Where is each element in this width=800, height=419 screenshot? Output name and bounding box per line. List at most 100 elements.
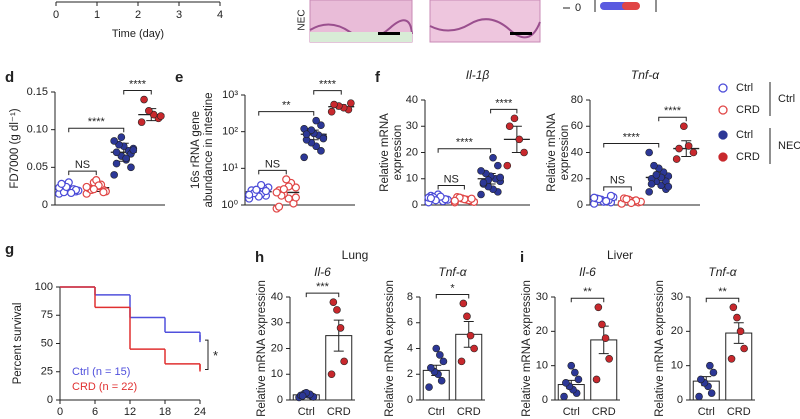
data-point [432, 344, 441, 353]
significance-label: * [213, 348, 218, 363]
x-tick-label: 12 [124, 406, 136, 418]
y-tick-label: 30 [536, 291, 548, 303]
y-axis-label: Relative mRNA expression [256, 280, 268, 417]
data-point [307, 126, 316, 134]
data-point [302, 130, 311, 139]
x-tick-label: 18 [159, 406, 171, 418]
data-point [245, 190, 254, 199]
chart-title: Il-6 [314, 265, 331, 279]
data-point [317, 121, 325, 130]
x-tick-label: 6 [92, 406, 98, 418]
chart-title: Tnf-α [708, 265, 737, 279]
data-point [437, 376, 446, 385]
tissue [429, 18, 541, 39]
data-point [592, 375, 601, 384]
chart-title: Il-1β [466, 68, 490, 82]
panel-letter: e [175, 69, 183, 86]
panel: e 16s rRNA gene abundance in intestine 10⁰ 1… [175, 69, 355, 213]
y-tick-label: 20 [536, 325, 548, 337]
significance-bracket [705, 297, 740, 303]
data-point [257, 180, 266, 190]
data-point [312, 116, 320, 125]
data-point [282, 175, 291, 184]
panel: g Percent survival 0 25 50 75 100 0 6 12 18 24 Ctrl … [5, 241, 218, 418]
data-point [594, 303, 603, 312]
x-axis-label: Time (day) [112, 28, 164, 40]
data-point [145, 107, 153, 115]
y-axis-label: abundance in intestine [203, 92, 215, 207]
data-point [67, 188, 76, 198]
data-point [426, 194, 436, 203]
data-point [602, 196, 611, 206]
y-tick-label: 20 [571, 173, 583, 185]
legend-label: CRD [736, 104, 760, 116]
y-tick-label: 80 [571, 94, 583, 106]
data-point [571, 368, 579, 377]
data-point [140, 95, 148, 104]
panel: d FD7000 (g dl⁻¹) 0 0.05 0.10 0.15 NS **** **** [5, 69, 165, 211]
y-tick-label: 25 [41, 366, 53, 378]
x-tick-label: 0 [53, 9, 59, 21]
data-point [709, 368, 718, 377]
y-tick-label: 2 [407, 368, 413, 380]
legend-label: CRD [736, 151, 760, 163]
data-point [122, 154, 130, 163]
y-tick-label: 20 [671, 325, 683, 337]
scale-bar [378, 32, 400, 35]
data-point [340, 357, 348, 366]
data-point [650, 161, 658, 170]
panel: Tnf-α Relative mRNA expression 0 10 20 30 Ctrl… [654, 265, 755, 418]
x-tick-label: Ctrl [428, 406, 445, 418]
data-point [425, 383, 433, 391]
data-point [117, 133, 126, 141]
data-point [439, 357, 448, 366]
data-point [689, 148, 698, 157]
data-point [467, 194, 476, 203]
data-point [336, 324, 345, 332]
y-tick-label: 0 [542, 394, 548, 406]
legend-marker [718, 105, 728, 115]
group-title: Lung [342, 248, 369, 262]
legend-label: Ctrl [736, 82, 753, 94]
significance-bracket [258, 111, 315, 116]
y-tick-label: 0 [42, 199, 48, 211]
significance-label: * [450, 282, 455, 294]
y-tick-label: 10² [222, 126, 238, 138]
significance-bracket [205, 339, 209, 370]
data-point [652, 171, 661, 179]
panel: Tnf-α Relative mRNA expression 0 2 4 6 8 Ctrl CR… [384, 265, 485, 418]
data-point [319, 134, 328, 143]
data-point [157, 112, 165, 120]
y-axis-label: Relative mRNA [546, 113, 558, 192]
legend-label: CRD (n = 22) [72, 381, 137, 393]
y-tick-label: 20 [406, 146, 418, 158]
legend-marker [718, 83, 728, 93]
data-point [489, 153, 497, 162]
x-tick-label: CRD [592, 406, 616, 418]
data-point [707, 389, 716, 397]
data-point [590, 193, 599, 202]
data-point [574, 375, 583, 384]
data-point [505, 122, 514, 131]
histology-images [309, 0, 657, 43]
significance-bracket [570, 297, 605, 303]
data-point [99, 188, 108, 197]
significance-label: NS [444, 173, 459, 185]
significance-label: ** [282, 100, 291, 112]
data-point [298, 392, 307, 400]
significance-label: *** [316, 281, 330, 293]
y-tick-label: 0 [277, 394, 283, 406]
significance-bracket [305, 292, 340, 298]
x-tick-label: CRD [327, 406, 351, 418]
data-point [494, 161, 502, 170]
data-point [274, 202, 284, 211]
data-point [695, 392, 703, 401]
data-point [606, 191, 616, 200]
data-point [127, 163, 135, 172]
y-tick-label: 8 [407, 291, 413, 303]
right-tick-label: 0 [575, 2, 581, 14]
panel: i Liver Il-6 Relative mRNA expression 0 10 20 3… [520, 248, 633, 418]
y-tick-label: 0 [577, 199, 583, 211]
chart-title: Tnf-α [631, 68, 660, 82]
